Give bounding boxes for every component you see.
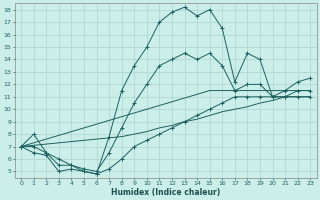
X-axis label: Humidex (Indice chaleur): Humidex (Indice chaleur) bbox=[111, 188, 220, 197]
